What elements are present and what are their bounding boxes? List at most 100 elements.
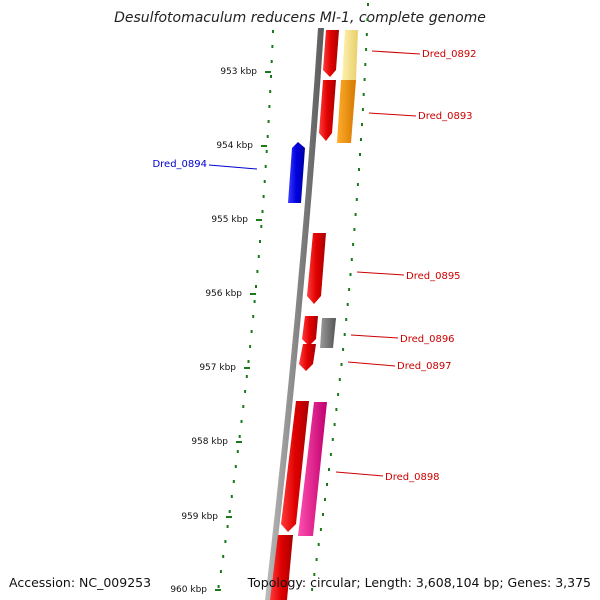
tick-dot <box>329 453 332 456</box>
tick-dot <box>260 225 263 228</box>
tick-dot <box>363 78 366 81</box>
tick-label: 956 kbp <box>205 289 242 299</box>
forward-tick-ring <box>311 3 369 591</box>
gene-dred-0892[interactable] <box>323 30 339 77</box>
tick-dot <box>240 420 243 423</box>
gene-dred-0893[interactable] <box>319 80 336 141</box>
tick-label: 960 kbp <box>170 585 207 595</box>
kbp-axis: 953 kbp 954 kbp 955 kbp 956 kbp 957 kbp … <box>170 67 271 595</box>
gene-dred-0895[interactable] <box>307 233 326 304</box>
tick-dot <box>326 483 328 486</box>
tick-dot <box>217 585 220 588</box>
genome-title: Desulfotomaculum reducens MI-1, complete… <box>114 10 486 26</box>
gene-dred-0897[interactable] <box>299 344 316 371</box>
tick-dot <box>250 330 253 333</box>
tick-dot <box>315 558 318 561</box>
gene-label-0895[interactable]: Dred_0895 <box>406 271 461 282</box>
tick-dot <box>244 390 247 393</box>
tick-dot <box>364 63 367 66</box>
tick-dot <box>219 570 222 573</box>
tick-dot <box>245 375 248 378</box>
tick-dot <box>362 93 365 96</box>
tick-label: 953 kbp <box>220 67 257 77</box>
tick-dot <box>348 288 351 291</box>
tick-dot <box>266 135 269 138</box>
tick-dot <box>345 318 348 321</box>
tick-dot <box>270 60 273 63</box>
tick-dot <box>261 210 264 213</box>
tick-dot <box>252 315 255 318</box>
tick-dot <box>232 480 235 483</box>
tick-dot <box>319 528 322 531</box>
tick-dot <box>271 45 274 48</box>
gene-label-0892[interactable]: Dred_0892 <box>422 49 477 60</box>
tick-dot <box>253 300 256 303</box>
tick-dot <box>335 408 338 411</box>
accession-text: Accession: NC_009253 <box>9 575 152 590</box>
tick-dot <box>353 228 356 231</box>
tick-dot <box>333 423 336 426</box>
tick-dot <box>262 195 265 198</box>
tick-dot <box>342 348 345 351</box>
tick-dot <box>222 555 225 558</box>
tick-dot <box>366 18 369 21</box>
tick-dot <box>331 438 334 441</box>
tick-label: 954 kbp <box>216 141 253 151</box>
leader-line <box>347 361 396 367</box>
leader-line <box>208 164 258 170</box>
leader-line <box>335 471 384 477</box>
gene-label-0894[interactable]: Dred_0894 <box>152 159 207 170</box>
tick-dot <box>358 168 360 171</box>
tick-dot <box>264 165 267 168</box>
tick-dot <box>346 303 349 306</box>
cds-magenta <box>298 402 327 536</box>
gene-label-0897[interactable]: Dred_0897 <box>397 361 452 372</box>
tick-dot <box>322 513 324 516</box>
tick-dot <box>257 255 260 258</box>
tick-dot <box>360 138 362 141</box>
gene-label-0898[interactable]: Dred_0898 <box>385 472 440 483</box>
tick-dot <box>256 270 259 273</box>
tick-dot <box>365 48 368 51</box>
gene-dred-0894[interactable] <box>288 142 305 203</box>
gene-labels: Dred_0892 Dred_0893 Dred_0894 Dred_0895 … <box>152 49 476 483</box>
gene-label-0896[interactable]: Dred_0896 <box>400 334 455 345</box>
tick-dot <box>311 588 314 591</box>
tick-dot <box>340 363 343 366</box>
genome-summary: Topology: circular; Length: 3,608,104 bp… <box>247 575 591 590</box>
reverse-tick-ring <box>217 30 274 588</box>
tick-dot <box>255 285 257 288</box>
gene-label-0893[interactable]: Dred_0893 <box>418 111 473 122</box>
gene-dred-0896[interactable] <box>302 316 318 346</box>
gene-dred-0898[interactable] <box>281 401 309 532</box>
leader-line <box>371 50 421 55</box>
tick-dot <box>352 243 355 246</box>
tick-dot <box>270 75 272 78</box>
tick-dot <box>263 180 266 183</box>
tick-dot <box>259 240 261 243</box>
tick-dot <box>236 450 239 453</box>
leader-line <box>368 112 417 117</box>
leader-line <box>350 334 399 339</box>
tick-dot <box>350 258 353 261</box>
tick-dot <box>343 333 346 336</box>
cds-orange <box>337 80 356 143</box>
tick-dot <box>234 465 237 468</box>
gene-partial[interactable] <box>270 535 293 600</box>
tick-dot <box>242 405 245 408</box>
tick-dot <box>338 378 341 381</box>
tick-dot <box>355 198 358 201</box>
tick-dot <box>324 498 326 501</box>
tick-dot <box>272 30 274 33</box>
tick-dot <box>230 495 233 498</box>
tick-dot <box>367 3 369 6</box>
gene-features <box>270 30 358 600</box>
tick-dot <box>359 153 361 156</box>
tick-dot <box>365 33 368 36</box>
tick-label: 955 kbp <box>211 215 248 225</box>
tick-dot <box>268 105 271 108</box>
cds-grey <box>320 318 336 348</box>
tick-dot <box>228 510 231 513</box>
tick-dot <box>349 273 352 276</box>
